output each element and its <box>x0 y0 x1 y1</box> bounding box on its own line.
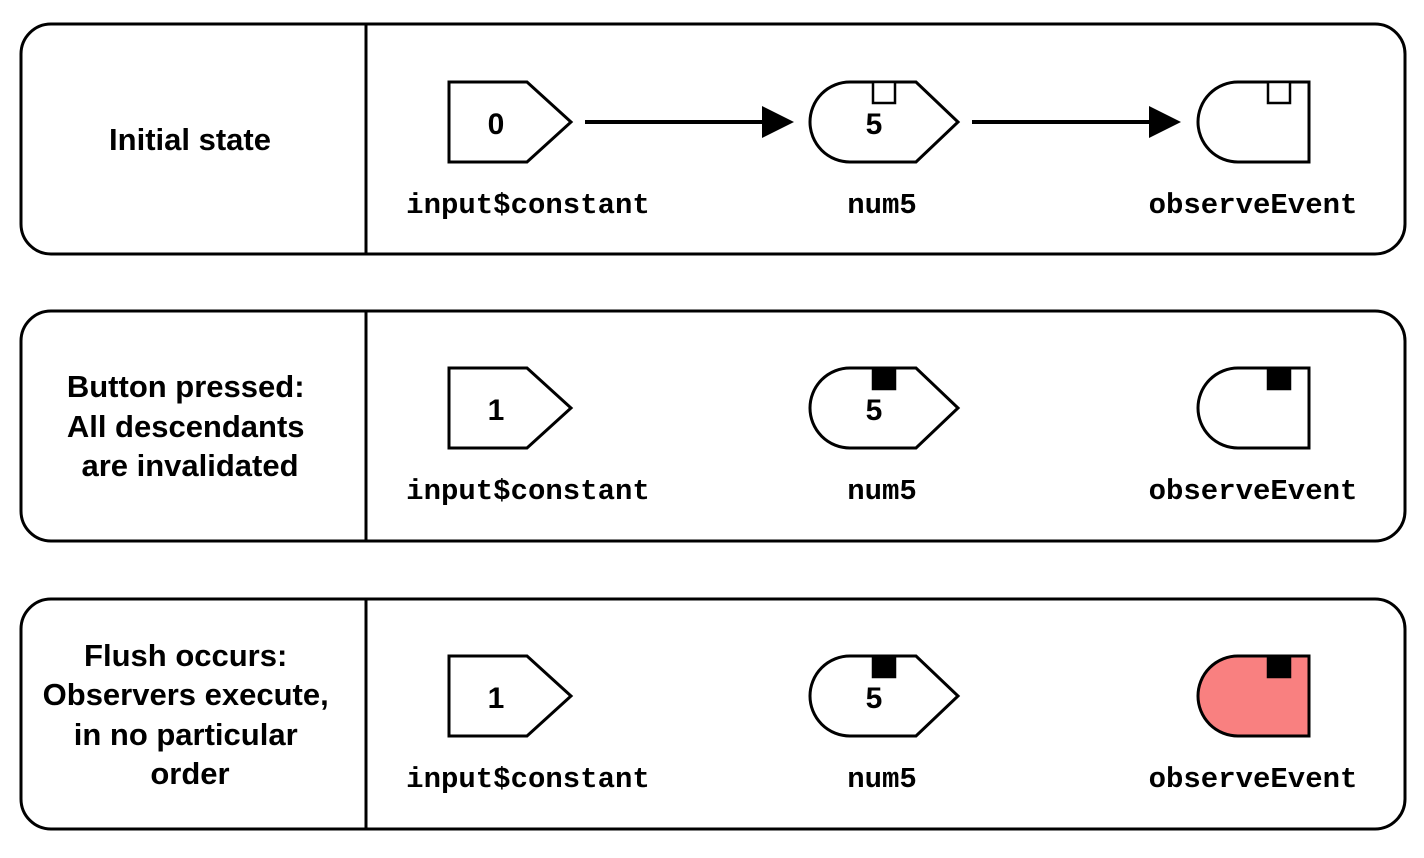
input-constant-node: 1 input$constant <box>406 366 650 508</box>
input-constant-node: 1 input$constant <box>406 654 650 796</box>
panel-initial-state: Initial state 0 input$constant 5 num5 ob… <box>19 22 1407 256</box>
observer-node-name: observeEvent <box>1149 763 1358 796</box>
reactive-node-name: num5 <box>847 475 917 508</box>
reactive-node-shape <box>808 366 961 450</box>
input-node-value: 1 <box>488 682 505 715</box>
reactive-node-value: 5 <box>866 394 883 427</box>
input-node-name: input$constant <box>406 189 650 222</box>
observer-invalidation-flag <box>1266 366 1292 391</box>
observer-invalidation-flag <box>1266 654 1292 679</box>
panel-button-pressed: Button pressed: All descendants are inva… <box>19 309 1407 543</box>
input-node-shape <box>447 654 574 738</box>
panel-label-line: order <box>150 756 229 791</box>
input-constant-node: 0 input$constant <box>406 80 650 222</box>
panel-label: Flush occurs: Observers execute, in no p… <box>43 638 338 791</box>
panel-label-line: Button pressed: <box>67 369 305 404</box>
reactive-node-name: num5 <box>847 763 917 796</box>
observe-event-node: observeEvent <box>1149 80 1358 222</box>
input-node-name: input$constant <box>406 763 650 796</box>
observer-node-name: observeEvent <box>1149 475 1358 508</box>
panel-frame <box>19 22 1407 256</box>
input-node-value: 0 <box>488 108 505 141</box>
panel-label: Button pressed: All descendants are inva… <box>67 369 313 483</box>
num5-reactive-node: 5 num5 <box>808 366 961 508</box>
observer-node-shape <box>1196 366 1311 450</box>
observer-node-shape <box>1196 654 1311 738</box>
input-node-name: input$constant <box>406 475 650 508</box>
observer-node-name: observeEvent <box>1149 189 1358 222</box>
input-node-shape <box>447 366 574 450</box>
num5-reactive-node: 5 num5 <box>808 654 961 796</box>
input-node-value: 1 <box>488 394 505 427</box>
reactive-invalidation-flag <box>871 366 897 391</box>
panel-label-line: Flush occurs: <box>84 638 287 673</box>
panel-label-line: All descendants <box>67 409 305 444</box>
reactive-invalidation-flag <box>871 654 897 679</box>
panel-label-line: Observers execute, <box>43 677 329 712</box>
observer-node-shape <box>1196 80 1311 164</box>
reactive-node-shape <box>808 654 961 738</box>
panel-flush-occurs: Flush occurs: Observers execute, in no p… <box>19 597 1407 831</box>
observe-event-node: observeEvent <box>1149 366 1358 508</box>
panel-label-line: in no particular <box>74 717 298 752</box>
input-node-shape <box>447 80 574 164</box>
reactive-invalidation-flag <box>871 80 897 105</box>
observer-invalidation-flag <box>1266 80 1292 105</box>
panel-frame <box>19 597 1407 831</box>
panel-label: Initial state <box>109 122 271 157</box>
observe-event-node: observeEvent <box>1149 654 1358 796</box>
panel-label-line: Initial state <box>109 122 271 157</box>
reactive-node-value: 5 <box>866 682 883 715</box>
num5-reactive-node: 5 num5 <box>808 80 961 222</box>
panel-label-line: are invalidated <box>81 448 298 483</box>
reactive-node-value: 5 <box>866 108 883 141</box>
reactive-node-name: num5 <box>847 189 917 222</box>
panel-frame <box>19 309 1407 543</box>
reactive-node-shape <box>808 80 961 164</box>
